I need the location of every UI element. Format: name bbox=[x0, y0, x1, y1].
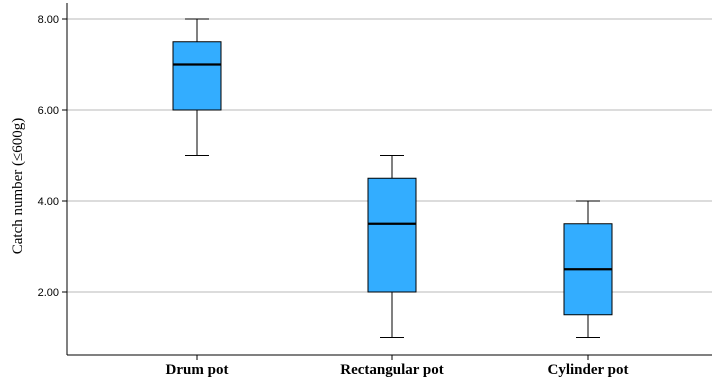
iqr-box bbox=[172, 41, 222, 111]
iqr-box bbox=[367, 177, 417, 293]
axes bbox=[66, 3, 712, 356]
y-tick-label-0: 2.00 bbox=[38, 287, 59, 299]
x-category-label-2: Cylinder pot bbox=[548, 362, 629, 378]
box-1 bbox=[367, 155, 417, 338]
y-tick-label-2: 6.00 bbox=[38, 105, 59, 117]
boxes bbox=[172, 18, 613, 338]
labels: 2.00 4.00 6.00 8.00 Drum pot Rectangular pot C… bbox=[38, 14, 629, 378]
box-2 bbox=[563, 200, 613, 338]
x-category-label-0: Drum pot bbox=[166, 362, 229, 378]
y-tick-label-3: 8.00 bbox=[38, 14, 59, 26]
y-axis-title: Catch number (≤600g) bbox=[10, 118, 26, 255]
y-tick-label-1: 4.00 bbox=[38, 196, 59, 208]
box-0 bbox=[172, 18, 222, 156]
x-category-label-1: Rectangular pot bbox=[340, 362, 443, 378]
